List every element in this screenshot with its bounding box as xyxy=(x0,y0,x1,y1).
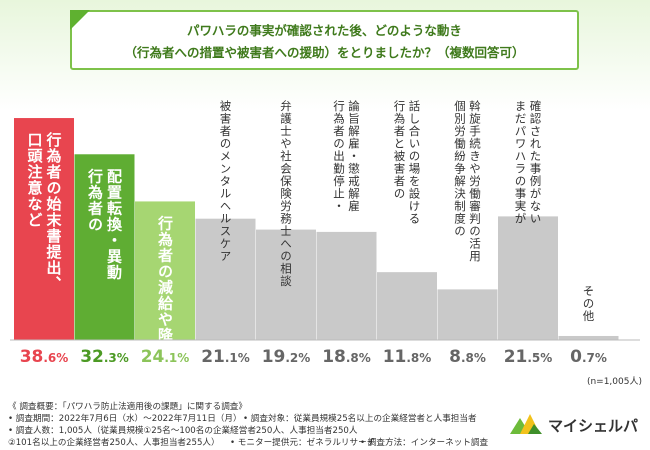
category-label: 口頭注意など xyxy=(26,132,44,228)
bar-9 xyxy=(498,216,558,340)
category-label: 弁護士や社会保険労務士への相談 xyxy=(279,99,293,287)
value-label: 24.1% xyxy=(141,347,190,367)
category-label: その他 xyxy=(582,285,596,323)
bar-8 xyxy=(437,289,498,340)
chart-title-line-1: パワハラの事実が確認された後、どのような動き xyxy=(187,23,462,38)
category-label: 確認された事例がない xyxy=(529,99,543,225)
title-corner-accent xyxy=(70,10,90,30)
category-label: 行為者の始末書提出、 xyxy=(45,131,63,292)
brand-logo: マイシェルパ xyxy=(508,410,648,440)
footnote-method: • 調査方法：インターネット調査 xyxy=(360,438,489,448)
bar-2 xyxy=(74,154,135,340)
category-label: 配置転換・異動 xyxy=(105,168,123,280)
footnote-header: 《 調査概要：「パワハラ防止法適用後の課題」に関する調査》 xyxy=(8,402,247,412)
value-label: 18.8% xyxy=(322,347,371,367)
value-label: 21.5% xyxy=(504,347,553,367)
category-label: 行為者の xyxy=(86,167,104,232)
bar-4 xyxy=(195,218,256,340)
bar-5 xyxy=(256,229,316,340)
value-label: 21.1% xyxy=(201,347,250,367)
value-label: 32.3% xyxy=(80,347,129,367)
value-label: 11.8% xyxy=(383,347,432,367)
category-label: 斡旋手続きや労働審判の活用 xyxy=(468,100,482,263)
category-label: 個別労働紛争解決制度の xyxy=(453,100,467,238)
chart-title-box: パワハラの事実が確認された後、どのような動き （行為者への措置や被害者への援助）… xyxy=(70,10,579,70)
brand-name: マイシェルパ xyxy=(548,417,639,435)
chart-title-line-2: （行為者への措置や被害者への援助）をとりましたか？（複数回答可） xyxy=(124,45,525,60)
category-label: 論旨解雇・懲戒解雇 xyxy=(347,99,361,212)
footnote-count: • 調査人数：1,005人（従業員規模①25名〜100名の企業経営者250人、人… xyxy=(8,426,358,436)
value-label: 19.2% xyxy=(262,347,311,367)
mountain-logo-icon xyxy=(510,414,542,434)
value-label: 8.8% xyxy=(449,347,486,367)
category-label: 話し合いの場を設ける xyxy=(408,99,422,225)
bar-6 xyxy=(316,231,377,340)
category-label: まだパワハラの事実が xyxy=(514,100,528,225)
category-label: 行為者と被害者の xyxy=(393,100,407,200)
value-label: 38.6% xyxy=(20,347,69,367)
bar-10 xyxy=(558,335,619,340)
bar-7 xyxy=(377,272,437,340)
category-label: 行為者の出勤停止・ xyxy=(332,100,346,213)
category-label: 被害者のメンタルヘルスケア xyxy=(219,100,233,263)
footnote-count-2: ②101名以上の企業経営者250人、人事担当者255人） xyxy=(8,438,220,448)
bar-1 xyxy=(14,118,74,340)
value-label: 0.7% xyxy=(570,347,607,367)
footnote-target: • 調査対象：従業員規模25名以上の企業経営者と人事担当者 xyxy=(243,414,477,424)
bar-3 xyxy=(135,201,195,340)
footnote-provider: • モニター提供元：ゼネラルリサーチ xyxy=(230,438,376,448)
category-label: 行為者の減給や降格 xyxy=(156,215,174,360)
footnote-period: • 調査期間：2022年7月6日（水）〜2022年7月11日（月） xyxy=(8,414,242,424)
sample-size-note: (n=1,005人) xyxy=(587,376,642,387)
